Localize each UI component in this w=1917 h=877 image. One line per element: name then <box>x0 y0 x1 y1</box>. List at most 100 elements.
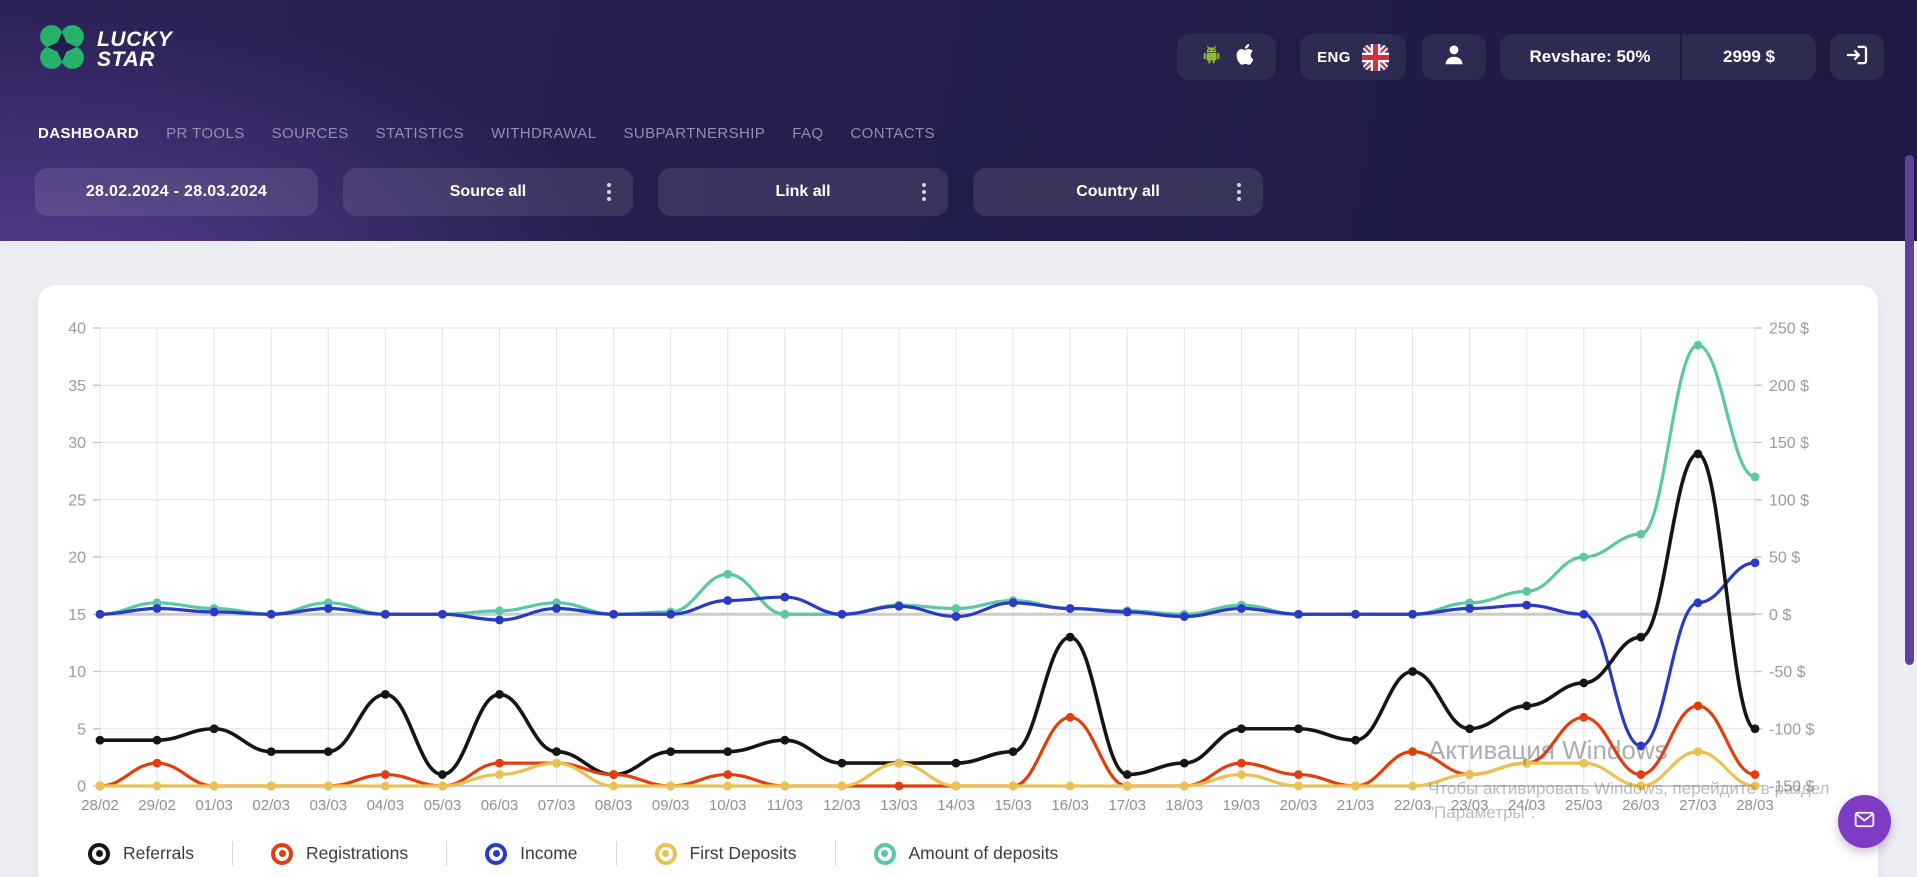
lucky-star-logo[interactable]: LUCKY STAR <box>38 23 172 76</box>
country-kebab-icon[interactable] <box>1235 178 1243 206</box>
logout-button[interactable] <box>1830 34 1884 80</box>
svg-text:14/03: 14/03 <box>937 797 975 814</box>
svg-text:04/03: 04/03 <box>367 797 405 814</box>
nav-contacts[interactable]: CONTACTS <box>850 125 936 142</box>
svg-text:0: 0 <box>77 779 86 796</box>
svg-text:24/03: 24/03 <box>1508 797 1546 814</box>
svg-text:5: 5 <box>77 721 86 738</box>
svg-text:03/03: 03/03 <box>310 797 348 814</box>
balance-value: 2999 $ <box>1723 47 1775 66</box>
svg-text:20: 20 <box>68 550 86 567</box>
page-scrollbar-thumb[interactable] <box>1905 155 1914 665</box>
svg-text:12/03: 12/03 <box>823 797 861 814</box>
svg-text:10/03: 10/03 <box>709 797 747 814</box>
svg-text:50 $: 50 $ <box>1769 550 1800 567</box>
svg-text:15/03: 15/03 <box>994 797 1032 814</box>
header-controls: ENG <box>1177 34 1884 80</box>
legend-divider <box>615 841 617 866</box>
header: LUCKY STAR <box>0 0 1917 241</box>
svg-text:09/03: 09/03 <box>652 797 690 814</box>
nav-sources[interactable]: SOURCES <box>271 125 349 142</box>
legend-label: Amount of deposits <box>908 843 1059 863</box>
svg-text:16/03: 16/03 <box>1051 797 1089 814</box>
legend-divider <box>446 841 448 866</box>
nav-statistics[interactable]: STATISTICS <box>375 125 465 142</box>
svg-text:150 $: 150 $ <box>1769 435 1809 452</box>
legend-label: Registrations <box>306 843 409 863</box>
lucky-star-clover-icon <box>38 23 86 76</box>
statistics-chart-card: 0 5 10 15 20 25 30 35 40 -150 $ -100 $ -50 $ 0 $ 50 $… <box>38 285 1878 877</box>
android-icon <box>1199 42 1224 72</box>
nav-faq[interactable]: FAQ <box>792 125 824 142</box>
svg-text:28/02: 28/02 <box>81 797 119 814</box>
svg-text:28/03: 28/03 <box>1736 797 1774 814</box>
svg-text:10: 10 <box>68 664 86 681</box>
apple-icon <box>1233 42 1255 72</box>
svg-text:100 $: 100 $ <box>1769 492 1809 509</box>
svg-text:30: 30 <box>68 435 86 452</box>
legend-item-amount-of-deposits[interactable]: Amount of deposits <box>873 842 1059 865</box>
legend-divider <box>232 841 233 866</box>
svg-text:-100 $: -100 $ <box>1769 721 1814 738</box>
amount-of-deposits-legend-icon <box>873 842 896 865</box>
legend-item-first-deposits[interactable]: First Deposits <box>654 842 797 865</box>
svg-text:27/03: 27/03 <box>1679 797 1717 814</box>
main-nav: DASHBOARD PR TOOLS SOURCES STATISTICS WI… <box>38 125 935 142</box>
svg-text:07/03: 07/03 <box>538 797 576 814</box>
svg-text:29/02: 29/02 <box>138 797 176 814</box>
svg-text:13/03: 13/03 <box>880 797 918 814</box>
svg-text:02/03: 02/03 <box>252 797 290 814</box>
legend-divider <box>834 841 836 866</box>
link-filter[interactable]: Link all <box>658 168 948 216</box>
svg-text:01/03: 01/03 <box>195 797 233 814</box>
svg-text:250 $: 250 $ <box>1769 321 1809 338</box>
revshare-value: Revshare: 50% <box>1529 47 1651 66</box>
svg-text:40: 40 <box>68 321 86 338</box>
svg-text:22/03: 22/03 <box>1394 797 1432 814</box>
logout-icon <box>1844 42 1870 73</box>
legend-label: Referrals <box>123 843 194 863</box>
dashboard-chart: 0 5 10 15 20 25 30 35 40 -150 $ -100 $ -50 $ 0 $ 50 $… <box>68 321 1814 815</box>
mobile-apps-button[interactable] <box>1177 34 1276 80</box>
svg-text:200 $: 200 $ <box>1769 378 1809 395</box>
country-filter[interactable]: Country all <box>973 168 1263 216</box>
legend-label: First Deposits <box>689 843 797 863</box>
balance-button[interactable]: 2999 $ <box>1682 34 1816 80</box>
uk-flag-icon <box>1361 43 1389 71</box>
income-legend-icon <box>485 842 508 865</box>
legend-item-registrations[interactable]: Registrations <box>271 842 409 865</box>
nav-withdrawal[interactable]: WITHDRAWAL <box>491 125 597 142</box>
legend-item-income[interactable]: Income <box>485 842 578 865</box>
language-code: ENG <box>1317 48 1351 66</box>
link-filter-value: Link all <box>775 183 831 200</box>
language-selector[interactable]: ENG <box>1300 34 1406 80</box>
nav-pr-tools[interactable]: PR TOOLS <box>166 125 245 142</box>
link-kebab-icon[interactable] <box>920 178 928 206</box>
first-deposits-legend-icon <box>654 842 677 865</box>
svg-text:06/03: 06/03 <box>481 797 519 814</box>
envelope-icon <box>1852 807 1877 837</box>
nav-dashboard[interactable]: DASHBOARD <box>38 125 140 142</box>
svg-text:15: 15 <box>68 607 86 624</box>
svg-text:19/03: 19/03 <box>1223 797 1261 814</box>
support-chat-button[interactable] <box>1838 795 1891 848</box>
svg-text:-150 $: -150 $ <box>1769 779 1814 796</box>
svg-text:26/03: 26/03 <box>1622 797 1660 814</box>
registrations-legend-icon <box>271 842 293 865</box>
nav-subpartnership[interactable]: SUBPARTNERSHIP <box>623 125 766 142</box>
legend-label: Income <box>520 843 578 863</box>
source-kebab-icon[interactable] <box>605 178 613 206</box>
main-content: 0 5 10 15 20 25 30 35 40 -150 $ -100 $ -50 $ 0 $ 50 $… <box>0 241 1917 877</box>
svg-text:05/03: 05/03 <box>424 797 462 814</box>
date-range-filter[interactable]: 28.02.2024 - 28.03.2024 <box>35 168 318 216</box>
profile-button[interactable] <box>1422 34 1486 80</box>
svg-text:08/03: 08/03 <box>595 797 633 814</box>
referrals-legend-icon <box>88 842 110 865</box>
svg-text:11/03: 11/03 <box>767 797 803 814</box>
chart-legend: Referrals Registrations Income First Dep… <box>88 841 1096 866</box>
legend-item-referrals[interactable]: Referrals <box>88 842 194 865</box>
svg-text:20/03: 20/03 <box>1280 797 1318 814</box>
svg-text:0 $: 0 $ <box>1769 607 1791 624</box>
source-filter[interactable]: Source all <box>343 168 633 216</box>
